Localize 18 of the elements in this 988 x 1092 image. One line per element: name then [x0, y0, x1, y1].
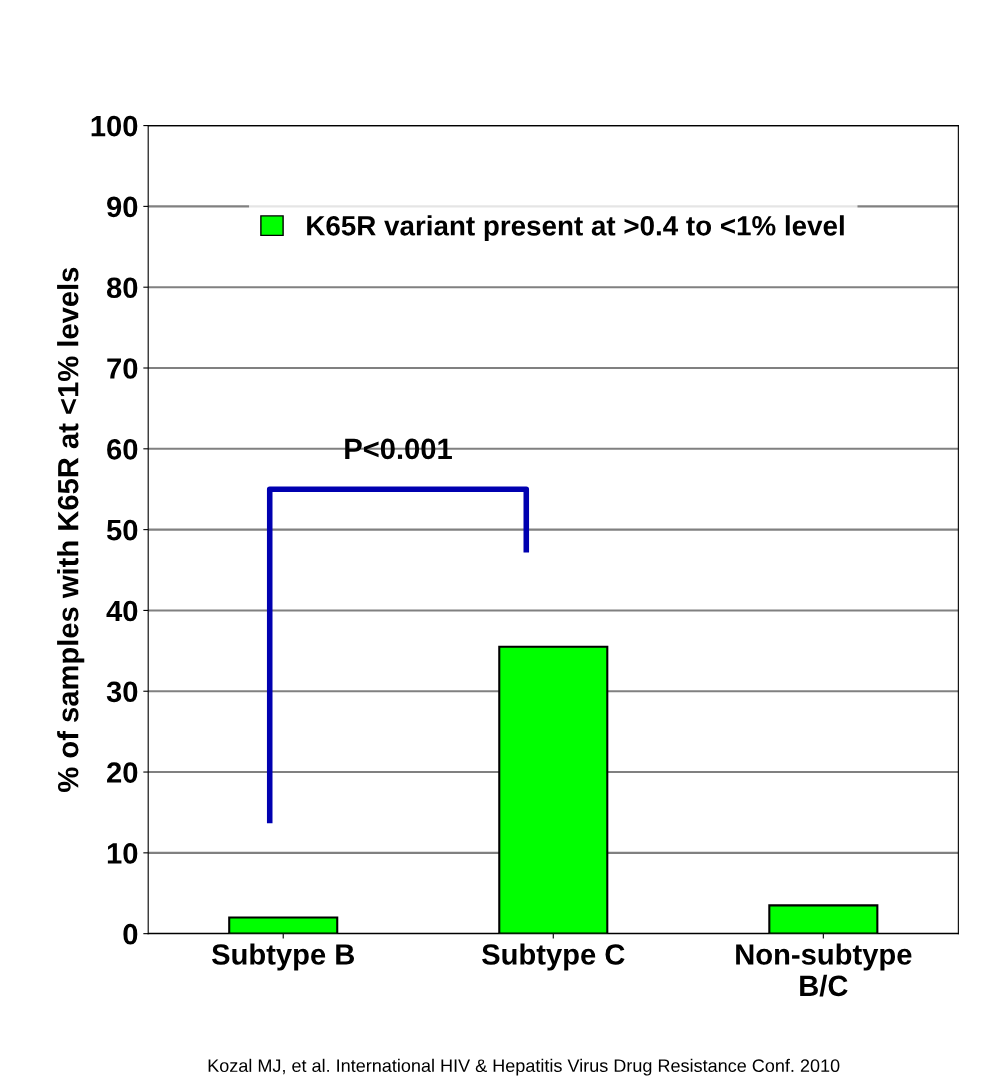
y-tick-label: 20	[107, 762, 138, 783]
x-tick-label: Subtype C	[482, 943, 625, 971]
y-tick-label: 100	[91, 115, 138, 137]
y-tick-label: 30	[106, 681, 138, 703]
y-tick-label: 40	[106, 600, 138, 622]
y-tick-label: 90	[107, 196, 138, 218]
text: Kozal MJ, et al. International HIV & Hepatitis Virus Drug Resistance Conf. 2010	[208, 1058, 840, 1076]
y-tick-label: 50	[106, 519, 138, 541]
x-tick-label: Non-subtype B/C	[736, 943, 912, 997]
y-tick-label: 10	[107, 843, 138, 864]
x-tick-label: Subtype B	[211, 943, 355, 971]
annotation: P<0.001	[345, 438, 452, 460]
y-axis-title: % of samples with K65R at <1% levels	[57, 267, 85, 792]
y-tick-label: 80	[106, 277, 138, 299]
y-tick-label: 60	[107, 439, 138, 460]
y-tick-label: 0	[123, 923, 138, 945]
legend-label: K65R variant present at >0.4 to <1% level	[307, 215, 844, 242]
y-tick-label: 70	[107, 358, 138, 379]
